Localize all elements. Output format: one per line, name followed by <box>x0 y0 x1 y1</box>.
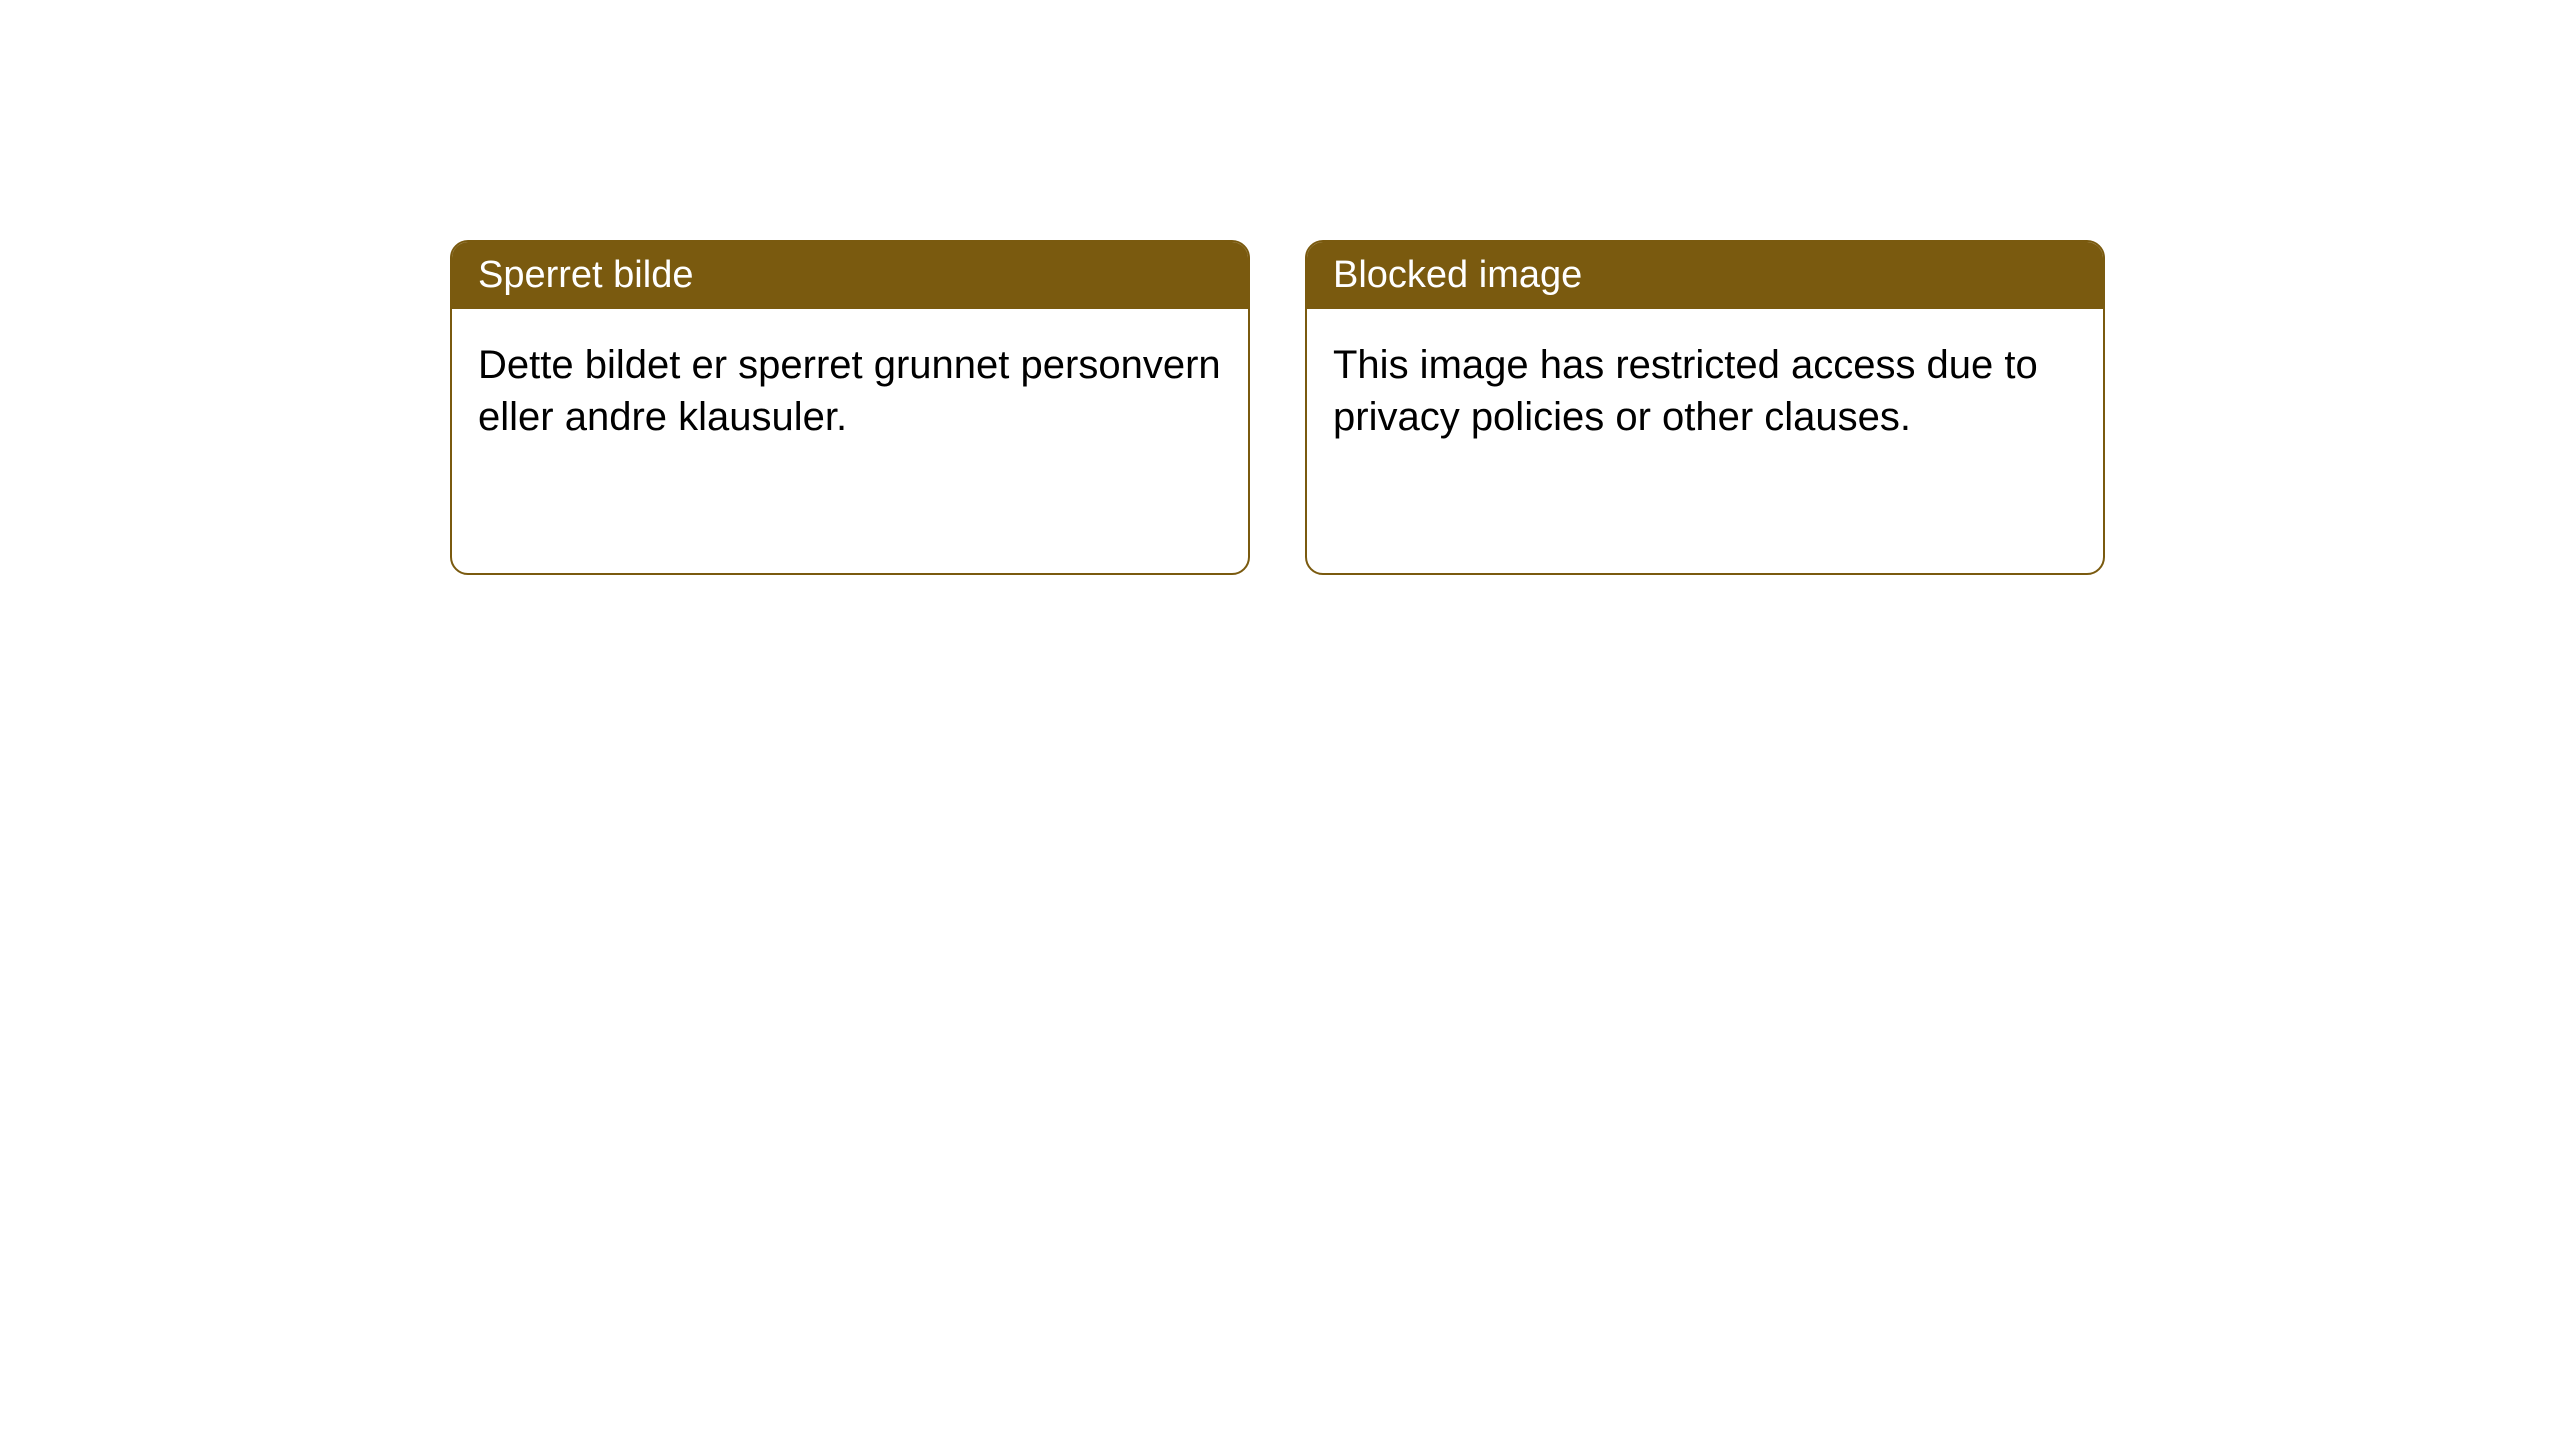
blocked-image-card-en: Blocked image This image has restricted … <box>1305 240 2105 575</box>
card-header-en: Blocked image <box>1307 242 2103 309</box>
card-body-en: This image has restricted access due to … <box>1307 309 2103 473</box>
card-body-no: Dette bildet er sperret grunnet personve… <box>452 309 1248 473</box>
card-title-en: Blocked image <box>1333 254 1582 296</box>
card-body-text-no: Dette bildet er sperret grunnet personve… <box>478 343 1221 439</box>
card-header-no: Sperret bilde <box>452 242 1248 309</box>
notice-container: Sperret bilde Dette bildet er sperret gr… <box>0 0 2560 575</box>
card-body-text-en: This image has restricted access due to … <box>1333 343 2038 439</box>
blocked-image-card-no: Sperret bilde Dette bildet er sperret gr… <box>450 240 1250 575</box>
card-title-no: Sperret bilde <box>478 254 693 296</box>
